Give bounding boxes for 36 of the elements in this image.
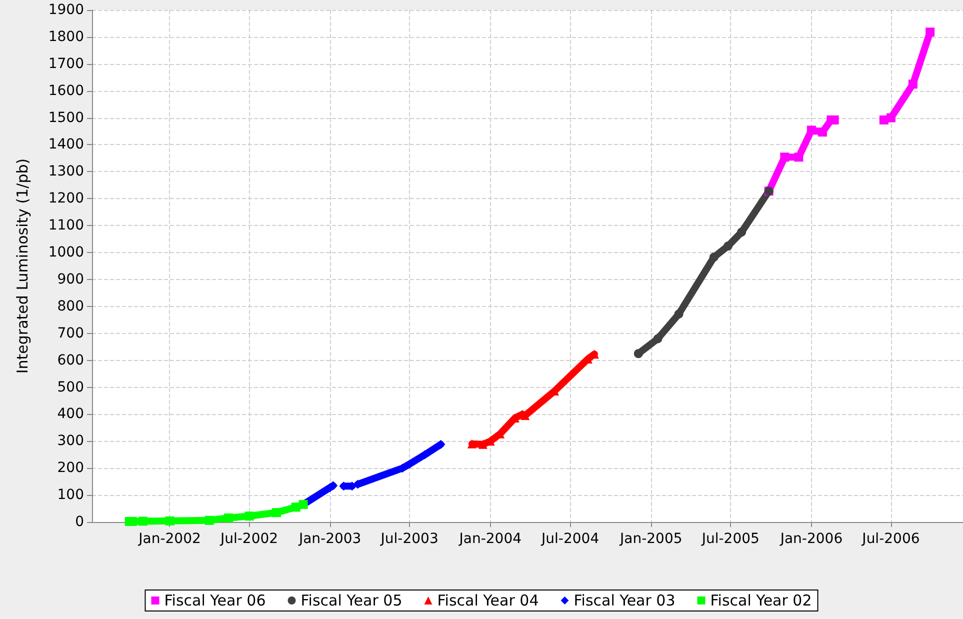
y-tick-label: 600 [57, 352, 84, 368]
legend-label: Fiscal Year 03 [574, 592, 676, 610]
y-tick-label: 1100 [48, 218, 84, 234]
y-tick-label: 300 [57, 433, 84, 450]
y-tick-label: 200 [57, 460, 84, 476]
x-tick-label: Jan-2006 [779, 531, 843, 547]
x-tick-label: Jul-2005 [700, 531, 760, 547]
y-tick-label: 1900 [48, 2, 84, 18]
x-tick-label: Jul-2003 [380, 531, 438, 547]
x-tick-label: Jul-2004 [540, 531, 600, 547]
x-tick-label: Jul-2006 [861, 531, 920, 547]
y-tick-label: 1700 [48, 56, 84, 72]
y-tick-label: 1000 [48, 244, 84, 261]
y-tick-label: 1300 [48, 164, 84, 180]
y-tick-label: 800 [57, 298, 84, 314]
y-axis-title: Integrated Luminosity (1/pb) [14, 158, 32, 374]
y-tick-label: 100 [57, 487, 84, 504]
y-tick-label: 0 [75, 514, 84, 530]
y-tick-label: 1400 [48, 136, 84, 153]
y-tick-label: 500 [57, 379, 84, 396]
x-tick-label: Jan-2002 [138, 531, 201, 547]
x-tick-label: Jul-2002 [219, 531, 278, 547]
y-tick-label: 1500 [48, 110, 84, 126]
y-tick-label: 700 [57, 325, 84, 342]
legend-label: Fiscal Year 04 [437, 592, 539, 610]
y-tick-label: 1600 [48, 82, 84, 99]
y-tick-label: 900 [57, 271, 84, 288]
x-tick-label: Jan-2003 [298, 531, 362, 547]
x-tick-label: Jan-2005 [619, 531, 682, 547]
legend-label: Fiscal Year 05 [300, 592, 402, 610]
legend-label: Fiscal Year 06 [164, 592, 266, 610]
y-tick-label: 1800 [48, 28, 84, 45]
y-tick-label: 400 [57, 406, 84, 422]
y-tick-label: 1200 [48, 190, 84, 207]
legend-label: Fiscal Year 02 [710, 592, 812, 610]
x-tick-label: Jan-2004 [458, 531, 522, 547]
